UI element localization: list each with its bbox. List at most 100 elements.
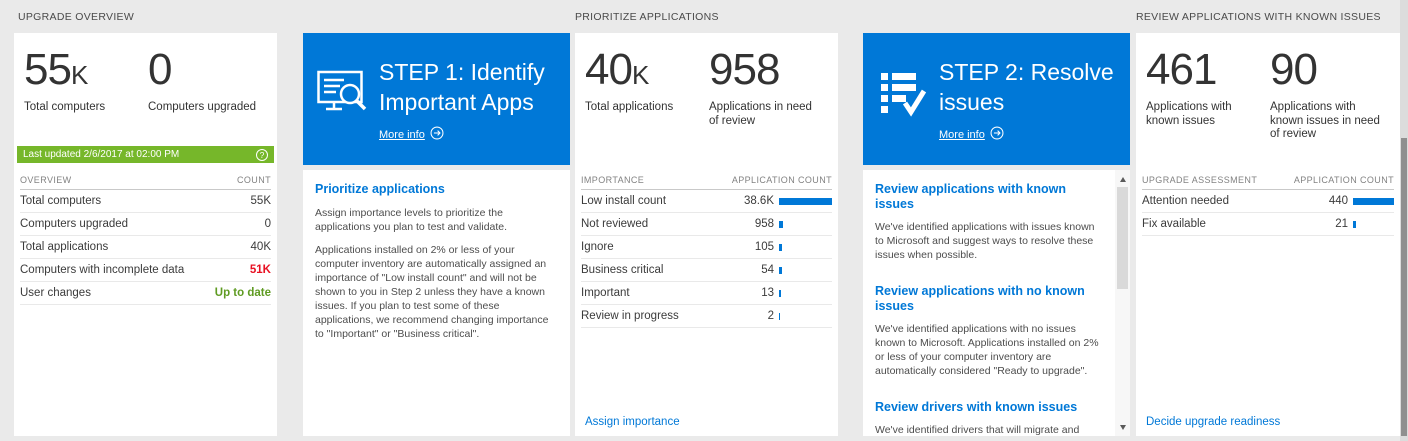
stat-number: 40 <box>585 45 633 94</box>
stat-value: 90 <box>1270 47 1394 98</box>
assign-importance-link[interactable]: Assign importance <box>585 416 680 428</box>
step1-card[interactable]: STEP 1: Identify Important Apps More inf… <box>303 33 570 165</box>
importance-table: IMPORTANCE APPLICATION COUNT Low install… <box>581 170 832 328</box>
row-value: Up to date <box>214 287 271 299</box>
bar-zone <box>774 243 832 251</box>
column-header-count: COUNT <box>237 174 271 185</box>
decide-upgrade-readiness-link[interactable]: Decide upgrade readiness <box>1146 416 1281 428</box>
row-total-computers[interactable]: Total computers 55K <box>20 190 271 213</box>
bar-zone <box>774 220 832 228</box>
row-attention-needed[interactable]: Attention needed 440 <box>1142 190 1394 213</box>
table-header: OVERVIEW COUNT <box>20 170 271 190</box>
stat-apps-known-issues-need-review[interactable]: 90 Applications with known issues in nee… <box>1270 47 1394 142</box>
stat-number: 0 <box>148 45 173 94</box>
count-bar <box>779 220 783 228</box>
review-apps-no-known-issues-link[interactable]: Review applications with no known issues <box>875 284 1085 313</box>
section-header-review-applications: REVIEW APPLICATIONS WITH KNOWN ISSUES <box>1136 11 1381 23</box>
row-value: 0 <box>264 218 271 230</box>
bar-zone <box>774 312 832 320</box>
row-computers-upgraded[interactable]: Computers upgraded 0 <box>20 213 271 236</box>
stat-apps-known-issues[interactable]: 461 Applications with known issues <box>1146 47 1270 142</box>
step1-more-info-link[interactable]: More info <box>379 128 425 141</box>
stat-total-applications[interactable]: 40K Total applications <box>585 47 709 128</box>
row-value: 55K <box>250 195 271 207</box>
scrollbar-thumb[interactable] <box>1117 187 1128 289</box>
row-label: Important <box>581 287 630 299</box>
count-bar <box>1353 220 1356 228</box>
row-computers-incomplete-data[interactable]: Computers with incomplete data 51K <box>20 259 271 282</box>
scroll-up-icon[interactable] <box>1115 172 1130 186</box>
stat-label: Total applications <box>585 101 674 113</box>
section-header-upgrade-overview: UPGRADE OVERVIEW <box>18 11 135 23</box>
review-drivers-known-issues-link[interactable]: Review drivers with known issues <box>875 400 1078 414</box>
stat-label: Applications in need of review <box>709 101 812 127</box>
row-low-install-count[interactable]: Low install count 38.6K <box>581 190 832 213</box>
row-value: 38.6K <box>743 195 774 207</box>
row-label: Fix available <box>1142 218 1206 230</box>
step2-more-info: More info <box>939 126 1118 143</box>
row-important[interactable]: Important 13 <box>581 282 832 305</box>
table-header: UPGRADE ASSESSMENT APPLICATION COUNT <box>1142 170 1394 190</box>
row-label: Computers upgraded <box>20 218 129 230</box>
row-value: 2 <box>767 310 774 322</box>
stat-value: 55K <box>24 47 148 98</box>
panel-paragraph: We've identified applications with issue… <box>875 221 1095 261</box>
bar-zone <box>774 289 832 297</box>
stat-value: 40K <box>585 47 709 98</box>
stat-suffix: K <box>631 60 649 90</box>
bar-zone <box>1348 197 1394 205</box>
prioritize-stats: 40K Total applications 958 Applications … <box>575 33 838 128</box>
stat-value: 958 <box>709 47 833 98</box>
review-applications-card: 461 Applications with known issues 90 Ap… <box>1136 33 1400 436</box>
row-user-changes[interactable]: User changes Up to date <box>20 282 271 305</box>
step2-more-info-link[interactable]: More info <box>939 128 985 141</box>
row-ignore[interactable]: Ignore 105 <box>581 236 832 259</box>
row-label: Review in progress <box>581 310 679 322</box>
row-label: Total computers <box>20 195 102 207</box>
stat-label: Applications with known issues <box>1146 101 1232 127</box>
stat-label: Applications with known issues in need o… <box>1270 101 1380 140</box>
row-value: 13 <box>761 287 774 299</box>
column-header-importance: IMPORTANCE <box>581 174 645 185</box>
row-label: Low install count <box>581 195 667 207</box>
arrow-right-circle-icon <box>430 126 444 143</box>
row-not-reviewed[interactable]: Not reviewed 958 <box>581 213 832 236</box>
upgrade-assessment-table: UPGRADE ASSESSMENT APPLICATION COUNT Att… <box>1142 170 1394 236</box>
count-bar <box>779 312 780 320</box>
step1-body: STEP 1: Identify Important Apps More inf… <box>375 57 558 165</box>
stat-total-computers[interactable]: 55K Total computers <box>24 47 148 115</box>
review-apps-known-issues-link[interactable]: Review applications with known issues <box>875 182 1067 211</box>
stat-computers-upgraded[interactable]: 0 Computers upgraded <box>148 47 272 115</box>
stat-label: Total computers <box>24 101 106 113</box>
column-header-upgrade-assessment: UPGRADE ASSESSMENT <box>1142 174 1258 185</box>
count-bar <box>779 266 782 274</box>
row-fix-available[interactable]: Fix available 21 <box>1142 213 1394 236</box>
row-label: User changes <box>20 287 91 299</box>
resolve-issues-icon <box>877 69 935 165</box>
bar-zone <box>774 266 832 274</box>
panel-scrollbar[interactable] <box>1115 170 1130 436</box>
page-scrollbar-thumb[interactable] <box>1401 138 1407 436</box>
step2-card[interactable]: STEP 2: Resolve issues More info <box>863 33 1130 165</box>
page-scrollbar[interactable] <box>1400 0 1408 441</box>
column-header-overview: OVERVIEW <box>20 174 72 185</box>
row-label: Attention needed <box>1142 195 1229 207</box>
row-business-critical[interactable]: Business critical 54 <box>581 259 832 282</box>
row-label: Business critical <box>581 264 664 276</box>
section-review-apps-no-known-issues: Review applications with no known issues… <box>875 284 1103 378</box>
help-icon[interactable]: ? <box>256 148 268 161</box>
scroll-down-icon[interactable] <box>1115 420 1130 434</box>
row-total-applications[interactable]: Total applications 40K <box>20 236 271 259</box>
stat-apps-need-review[interactable]: 958 Applications in need of review <box>709 47 833 128</box>
stat-value: 0 <box>148 47 272 98</box>
step1-more-info: More info <box>379 126 558 143</box>
stat-number: 958 <box>709 45 780 94</box>
stat-suffix: K <box>70 60 88 90</box>
count-bar <box>1353 197 1394 205</box>
row-value: 440 <box>1328 195 1348 207</box>
panel-paragraph: Applications installed on 2% or less of … <box>315 244 549 340</box>
prioritize-applications-link[interactable]: Prioritize applications <box>315 182 445 196</box>
last-updated-banner: Last updated 2/6/2017 at 02:00 PM ? <box>17 146 274 163</box>
row-review-in-progress[interactable]: Review in progress 2 <box>581 305 832 328</box>
step2-title: STEP 2: Resolve issues <box>939 59 1114 115</box>
